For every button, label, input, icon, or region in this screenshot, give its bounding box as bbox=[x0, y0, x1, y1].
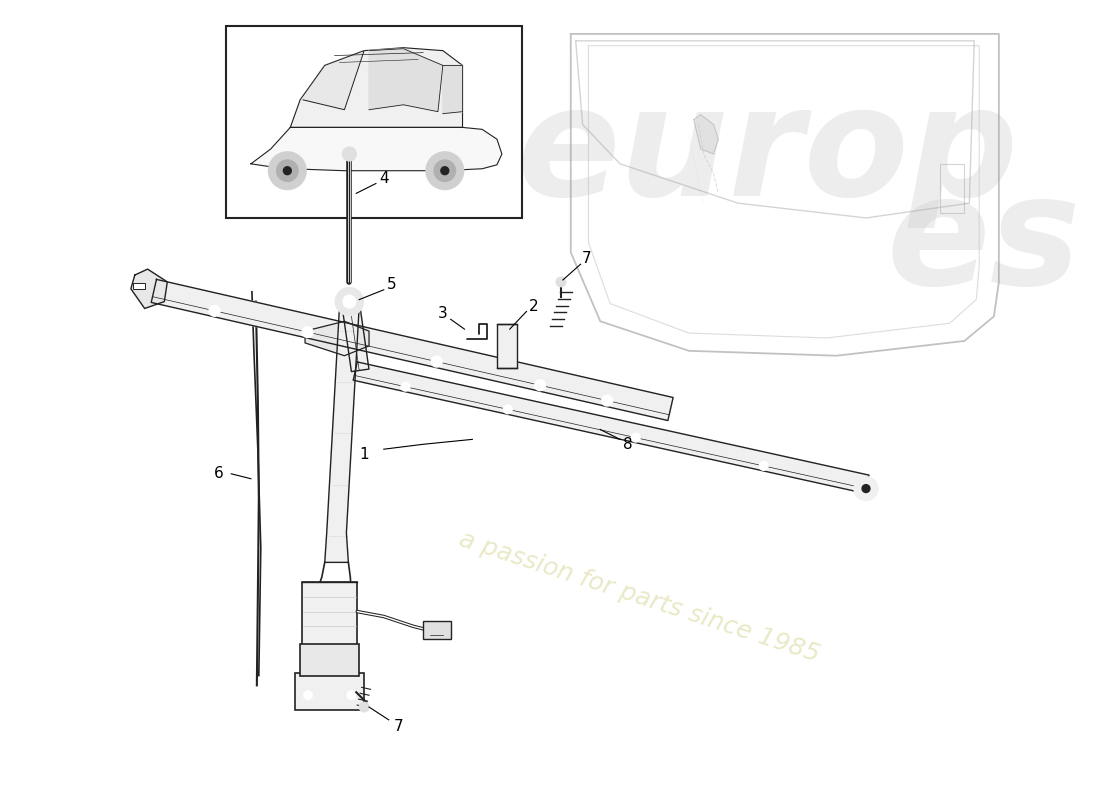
Bar bbox=[227, 26, 521, 218]
Bar bbox=[300, 644, 360, 675]
Circle shape bbox=[759, 462, 768, 470]
Text: 8: 8 bbox=[623, 437, 632, 452]
Polygon shape bbox=[251, 127, 502, 170]
Circle shape bbox=[855, 477, 878, 500]
Circle shape bbox=[209, 306, 220, 316]
Text: 4: 4 bbox=[379, 171, 388, 186]
Polygon shape bbox=[290, 48, 462, 127]
Circle shape bbox=[402, 382, 410, 391]
Text: 1: 1 bbox=[360, 446, 368, 462]
Bar bbox=[302, 582, 358, 646]
Bar bbox=[497, 324, 517, 367]
Circle shape bbox=[504, 405, 513, 414]
Circle shape bbox=[602, 395, 613, 406]
Circle shape bbox=[268, 152, 306, 190]
Text: a passion for parts since 1985: a passion for parts since 1985 bbox=[456, 527, 823, 666]
Polygon shape bbox=[353, 362, 869, 494]
Polygon shape bbox=[342, 300, 369, 371]
Circle shape bbox=[338, 290, 361, 314]
Circle shape bbox=[346, 690, 355, 700]
Text: 5: 5 bbox=[387, 278, 396, 292]
Text: 7: 7 bbox=[582, 250, 592, 266]
Circle shape bbox=[342, 147, 356, 161]
Text: 6: 6 bbox=[213, 466, 223, 482]
Polygon shape bbox=[300, 50, 364, 110]
Text: 2: 2 bbox=[529, 299, 538, 314]
Circle shape bbox=[345, 298, 353, 306]
Text: 3: 3 bbox=[438, 306, 448, 321]
Circle shape bbox=[336, 288, 363, 315]
Polygon shape bbox=[131, 269, 167, 309]
Circle shape bbox=[302, 326, 312, 338]
Polygon shape bbox=[368, 49, 443, 112]
Circle shape bbox=[434, 160, 455, 182]
Circle shape bbox=[631, 434, 640, 442]
Circle shape bbox=[284, 166, 292, 174]
Circle shape bbox=[862, 485, 870, 493]
Circle shape bbox=[431, 356, 442, 367]
Circle shape bbox=[556, 277, 565, 287]
Bar bbox=[133, 283, 145, 289]
Text: 7: 7 bbox=[394, 719, 404, 734]
Polygon shape bbox=[305, 322, 369, 356]
Polygon shape bbox=[151, 279, 673, 421]
Polygon shape bbox=[324, 306, 360, 562]
Polygon shape bbox=[694, 114, 718, 154]
Circle shape bbox=[343, 295, 355, 308]
Circle shape bbox=[360, 702, 368, 712]
Circle shape bbox=[535, 380, 546, 390]
Circle shape bbox=[426, 152, 463, 190]
Circle shape bbox=[441, 166, 449, 174]
Polygon shape bbox=[443, 66, 462, 114]
Circle shape bbox=[304, 690, 312, 700]
Bar bbox=[424, 622, 451, 639]
Bar bbox=[295, 673, 364, 710]
Text: es: es bbox=[887, 168, 1081, 317]
Text: europ: europ bbox=[517, 79, 1019, 229]
Bar bbox=[939, 164, 965, 213]
Circle shape bbox=[276, 160, 298, 182]
